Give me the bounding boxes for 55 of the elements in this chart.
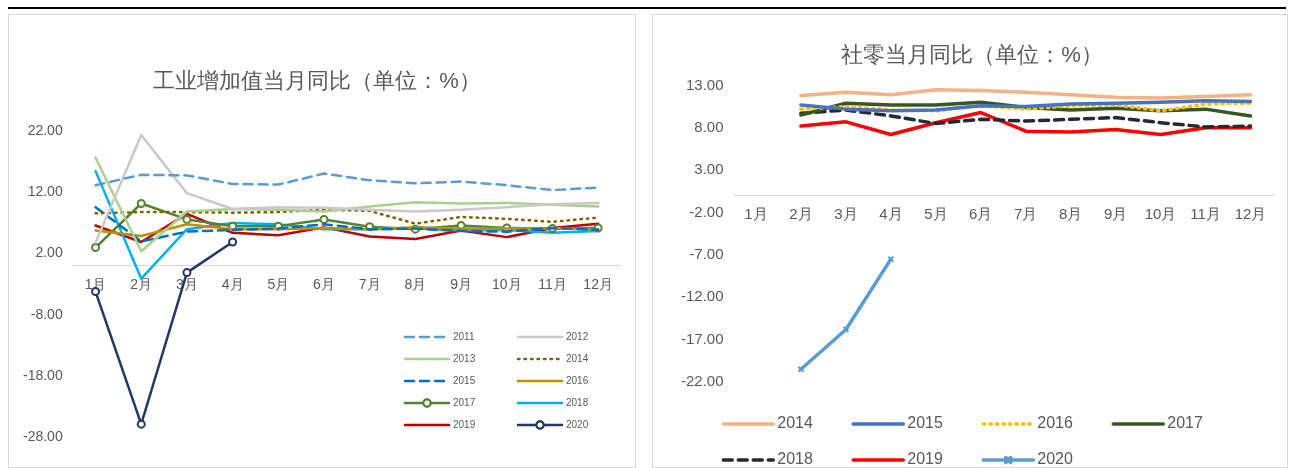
y-tick-label: 12.00 — [27, 183, 63, 200]
y-tick-label: 22.00 — [27, 122, 63, 139]
x-tick-label: 5月 — [267, 275, 290, 292]
legend-label: 2012 — [566, 330, 589, 342]
y-tick-label: 13.00 — [685, 75, 724, 93]
legend-label: 2014 — [566, 352, 589, 364]
x-tick-label: 9月 — [450, 275, 472, 292]
x-tick-label: 5月 — [924, 204, 948, 222]
legend-label: 2014 — [777, 414, 813, 432]
legend-label: 2016 — [1037, 414, 1073, 432]
legend-label: 2018 — [566, 396, 589, 408]
x-tick-label: 11月 — [1190, 204, 1221, 222]
y-tick-label: 2.00 — [35, 244, 63, 261]
legend-label: 2018 — [777, 450, 813, 468]
legend-label: 2017 — [453, 396, 476, 408]
x-tick-label: 10月 — [1144, 204, 1177, 222]
x-tick-label: 3月 — [834, 204, 858, 222]
x-tick-label: 2月 — [130, 275, 153, 292]
x-tick-label: 6月 — [313, 275, 335, 292]
y-tick-label: -7.00 — [689, 245, 724, 263]
legend-label: 2019 — [453, 418, 476, 430]
y-tick-label: -22.00 — [680, 372, 724, 390]
legend-label: 2011 — [453, 330, 475, 342]
x-tick-label: 8月 — [1059, 204, 1083, 222]
chart-title: 工业增加值当月同比（单位：%） — [153, 68, 481, 94]
x-tick-label: 8月 — [404, 275, 427, 292]
legend-label: 2020 — [566, 418, 589, 430]
x-tick-label: 6月 — [969, 204, 993, 222]
x-tick-label: 10月 — [491, 275, 522, 292]
x-tick-label: 12月 — [583, 275, 613, 292]
chart-title: 社零当月同比（单位：%） — [841, 42, 1103, 68]
y-tick-label: -2.00 — [689, 202, 724, 220]
legend-label: 2015 — [453, 374, 476, 386]
y-tick-label: 3.00 — [694, 160, 724, 178]
legend-label: 2015 — [907, 414, 943, 432]
y-tick-label: -28.00 — [22, 427, 63, 444]
legend-label: 2019 — [907, 450, 943, 468]
x-tick-label: 4月 — [879, 204, 903, 222]
y-tick-label: -18.00 — [22, 366, 63, 383]
x-tick-label: 9月 — [1103, 204, 1128, 222]
x-tick-label: 2月 — [789, 204, 813, 222]
y-tick-label: -12.00 — [680, 287, 724, 305]
y-tick-label: 8.00 — [694, 117, 724, 135]
x-tick-label: 12月 — [1234, 204, 1267, 222]
y-tick-label: -8.00 — [30, 305, 63, 322]
y-tick-label: -17.00 — [680, 329, 724, 347]
x-tick-label: 4月 — [221, 275, 244, 292]
legend-label: 2017 — [1167, 414, 1203, 432]
legend-label: 2016 — [566, 374, 589, 386]
x-tick-label: 1月 — [744, 204, 768, 222]
legend-label: 2013 — [453, 352, 476, 364]
x-tick-label: 11月 — [538, 275, 567, 292]
x-tick-label: 7月 — [358, 275, 381, 292]
x-tick-label: 7月 — [1014, 204, 1038, 222]
legend-label: 2020 — [1037, 450, 1073, 468]
